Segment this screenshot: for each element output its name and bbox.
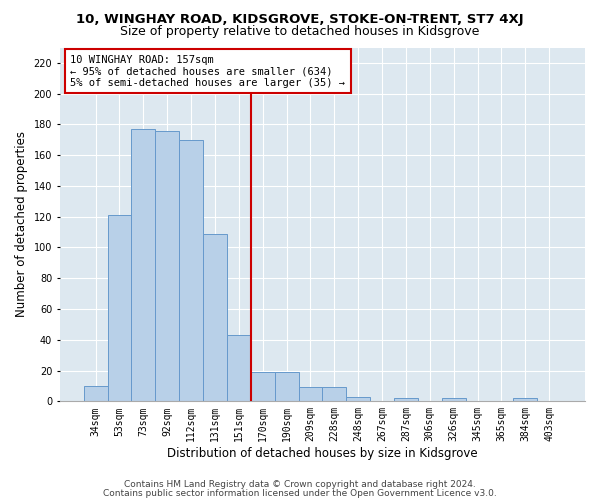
Bar <box>394 398 418 402</box>
Bar <box>107 215 131 402</box>
Text: 10, WINGHAY ROAD, KIDSGROVE, STOKE-ON-TRENT, ST7 4XJ: 10, WINGHAY ROAD, KIDSGROVE, STOKE-ON-TR… <box>76 12 524 26</box>
Bar <box>299 388 322 402</box>
Text: Contains HM Land Registry data © Crown copyright and database right 2024.: Contains HM Land Registry data © Crown c… <box>124 480 476 489</box>
Text: 10 WINGHAY ROAD: 157sqm
← 95% of detached houses are smaller (634)
5% of semi-de: 10 WINGHAY ROAD: 157sqm ← 95% of detache… <box>70 54 346 88</box>
Bar <box>83 386 107 402</box>
Bar <box>131 129 155 402</box>
Y-axis label: Number of detached properties: Number of detached properties <box>15 132 28 318</box>
Bar <box>251 372 275 402</box>
X-axis label: Distribution of detached houses by size in Kidsgrove: Distribution of detached houses by size … <box>167 447 478 460</box>
Text: Size of property relative to detached houses in Kidsgrove: Size of property relative to detached ho… <box>121 25 479 38</box>
Bar <box>179 140 203 402</box>
Bar <box>227 335 251 402</box>
Bar <box>203 234 227 402</box>
Text: Contains public sector information licensed under the Open Government Licence v3: Contains public sector information licen… <box>103 488 497 498</box>
Bar <box>442 398 466 402</box>
Bar <box>155 130 179 402</box>
Bar <box>275 372 299 402</box>
Bar <box>514 398 537 402</box>
Bar <box>322 388 346 402</box>
Bar <box>346 396 370 402</box>
